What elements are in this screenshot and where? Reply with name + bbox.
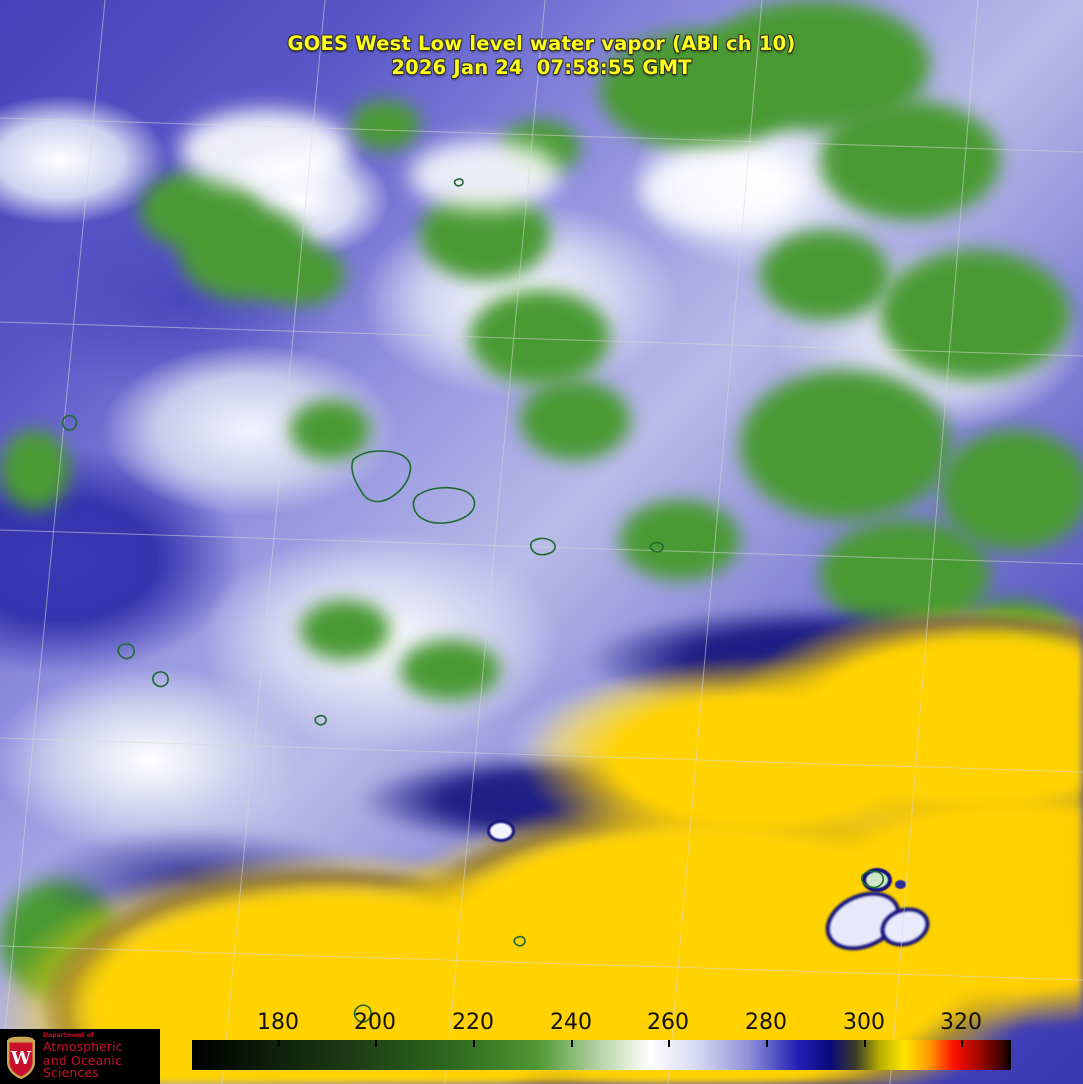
colorbar[interactable] (192, 1040, 1011, 1070)
colorbar-tick (375, 1040, 377, 1047)
colorbar-tick (766, 1040, 768, 1047)
logo-line-department: Department of (43, 1032, 94, 1040)
colorbar-tick (278, 1040, 280, 1047)
logo-line-oceanic: and Oceanic Sciences (43, 1052, 122, 1081)
uw-aos-logo: W Department of Atmospheric and Oceanic … (0, 1029, 160, 1084)
colorbar-tick (668, 1040, 670, 1047)
colorbar-tick (961, 1040, 963, 1047)
colorbar-tick (864, 1040, 866, 1047)
colorbar-tick (473, 1040, 475, 1047)
uw-crest-icon: W (7, 1036, 35, 1079)
logo-text: Department of Atmospheric and Oceanic Sc… (43, 1033, 160, 1080)
logo-line-atmospheric: Atmospheric (43, 1039, 123, 1055)
colorbar-gradient (192, 1040, 1011, 1070)
colorbar-tick (571, 1040, 573, 1047)
crest-monogram: W (10, 1048, 32, 1069)
